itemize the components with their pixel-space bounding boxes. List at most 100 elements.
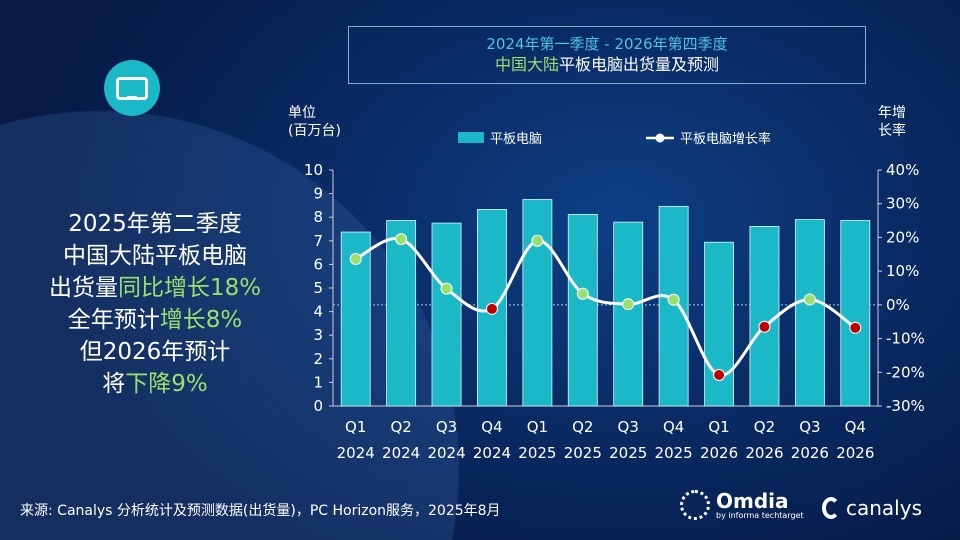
y-tick-label: 4 xyxy=(313,303,323,321)
canalys-name: canalys xyxy=(846,496,922,520)
y-tick-label: 8 xyxy=(313,208,323,226)
y2-tick-label: 0% xyxy=(886,296,910,314)
x-tick-label: Q3 xyxy=(799,418,820,436)
y-tick-label: 9 xyxy=(313,185,323,203)
x-tick-label: Q4 xyxy=(845,418,866,436)
y-tick-label: 7 xyxy=(313,232,323,250)
x-tick-label: Q4 xyxy=(663,418,684,436)
x-tick-label: Q2 xyxy=(572,418,593,436)
headline-highlight: 下降9% xyxy=(125,371,208,397)
omdia-logo: Omdia by informa techtarget xyxy=(680,490,804,520)
growth-point xyxy=(803,293,816,306)
omdia-ring-icon xyxy=(680,490,710,520)
y-tick-label: 5 xyxy=(313,279,323,297)
growth-point xyxy=(576,287,589,300)
bar xyxy=(794,219,825,407)
bar xyxy=(840,220,871,407)
tablet-icon xyxy=(104,60,160,116)
bar xyxy=(613,221,644,407)
bar xyxy=(749,226,780,407)
headline-highlight: 同比增长18% xyxy=(117,275,262,301)
y-tick-label: 3 xyxy=(313,326,323,344)
x-tick-label: Q2 xyxy=(390,418,411,436)
y-tick-label: 6 xyxy=(313,255,323,273)
y2-tick-label: -10% xyxy=(886,330,925,348)
legend-line-label: 平板电脑增长率 xyxy=(680,132,772,147)
legend-line-marker-icon xyxy=(646,133,674,142)
y-tick-label: 2 xyxy=(313,350,323,368)
title-period: 2024年第一季度 - 2026年第四季度 xyxy=(486,35,728,53)
growth-point xyxy=(395,233,408,246)
y2-tick-label: 20% xyxy=(886,228,919,246)
x-tick-label: 2025 xyxy=(518,444,556,462)
legend-bar: 平板电脑 xyxy=(458,128,542,147)
omdia-subtitle: by informa techtarget xyxy=(716,510,804,520)
x-tick-label: 2024 xyxy=(427,444,465,462)
headline-line: 中国大陆平板电脑 xyxy=(63,243,247,269)
growth-point xyxy=(485,302,498,315)
headline-line: 出货量同比增长18% xyxy=(0,272,310,304)
canalys-mark-icon xyxy=(822,497,840,519)
x-tick-label: 2025 xyxy=(655,444,693,462)
x-tick-label: Q4 xyxy=(481,418,502,436)
bar xyxy=(567,213,598,407)
x-tick-label: Q1 xyxy=(708,418,729,436)
growth-point xyxy=(349,253,362,266)
legend-line: 平板电脑增长率 xyxy=(646,128,771,147)
y2-tick-label: -20% xyxy=(886,363,925,381)
y2-tick-label: 10% xyxy=(886,262,919,280)
x-tick-label: Q2 xyxy=(754,418,775,436)
chart-title: 2024年第一季度 - 2026年第四季度 中国大陆平板电脑出货量及预测 xyxy=(348,26,866,84)
bar xyxy=(658,205,689,407)
y-axis-label-line: (百万台) xyxy=(288,123,341,139)
y2-axis-label: 年增 长率 xyxy=(878,104,906,140)
y-axis-label-line: 单位 xyxy=(288,105,316,121)
x-tick-label: Q1 xyxy=(527,418,548,436)
headline-line: 全年预计增长8% xyxy=(0,304,310,336)
headline-line: 2025年第二季度 xyxy=(68,211,242,237)
headline-line: 但2026年预计 xyxy=(79,339,231,365)
bar xyxy=(386,220,417,407)
x-tick-label: 2026 xyxy=(745,444,783,462)
growth-line xyxy=(354,236,857,377)
headline-highlight: 增长8% xyxy=(159,307,243,333)
growth-point xyxy=(849,321,862,334)
bar xyxy=(704,241,734,407)
x-tick-label: Q3 xyxy=(436,418,457,436)
growth-point xyxy=(713,368,726,381)
source-note: 来源: Canalys 分析统计及预测数据(出货量)，PC Horizon服务，… xyxy=(20,503,501,519)
growth-point xyxy=(440,282,453,295)
y2-tick-label: 40% xyxy=(886,161,919,179)
y-tick-label: 1 xyxy=(313,373,323,391)
headline-text: 全年预计 xyxy=(67,307,160,333)
title-subject: 平板电脑出货量及预测 xyxy=(559,55,720,74)
x-tick-label: Q1 xyxy=(345,418,366,436)
x-tick-label: 2025 xyxy=(609,444,647,462)
x-tick-label: 2026 xyxy=(791,444,829,462)
y2-tick-label: -30% xyxy=(886,397,925,415)
title-main: 中国大陆平板电脑出货量及预测 xyxy=(349,54,865,76)
y2-axis-label-line: 长率 xyxy=(878,123,906,139)
x-tick-label: 2024 xyxy=(382,444,420,462)
growth-point xyxy=(667,293,680,306)
title-region: 中国大陆 xyxy=(494,55,559,74)
x-tick-label: 2026 xyxy=(836,444,874,462)
y2-tick-label: 30% xyxy=(886,195,919,213)
legend-bar-label: 平板电脑 xyxy=(490,132,543,147)
growth-point xyxy=(622,298,635,311)
growth-point xyxy=(531,234,544,247)
y-tick-label: 10 xyxy=(304,161,323,179)
x-tick-label: 2024 xyxy=(473,444,511,462)
canalys-logo: canalys xyxy=(822,496,922,520)
bar xyxy=(431,222,462,407)
y-tick-label: 0 xyxy=(313,397,323,415)
x-tick-label: 2026 xyxy=(700,444,738,462)
growth-point xyxy=(758,320,771,333)
x-tick-label: 2025 xyxy=(564,444,602,462)
headline-line: 将下降9% xyxy=(0,368,310,400)
x-tick-label: 2024 xyxy=(337,444,375,462)
headline: 2025年第二季度 中国大陆平板电脑 出货量同比增长18% 全年预计增长8% 但… xyxy=(0,208,310,400)
y2-axis-label-line: 年增 xyxy=(878,105,906,121)
headline-text: 将 xyxy=(102,371,126,397)
